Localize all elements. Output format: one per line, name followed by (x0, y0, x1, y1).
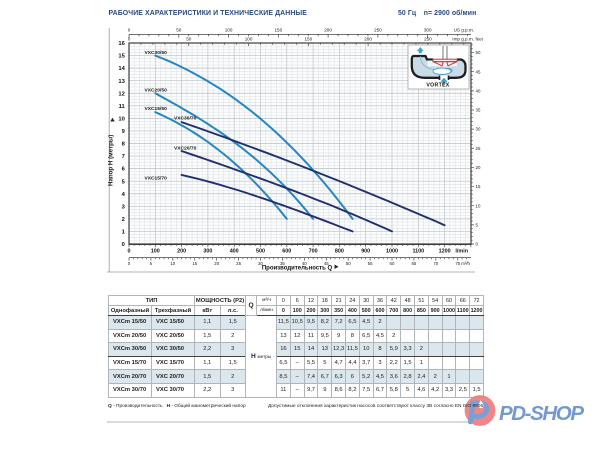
svg-text:45: 45 (476, 69, 481, 74)
svg-text:0: 0 (128, 261, 131, 266)
svg-text:60: 60 (390, 261, 395, 266)
svg-text:55: 55 (368, 261, 373, 266)
svg-text:600: 600 (282, 249, 291, 255)
svg-text:100: 100 (245, 37, 253, 42)
svg-text:400: 400 (230, 249, 239, 255)
svg-text:0: 0 (128, 28, 131, 33)
svg-text:0: 0 (128, 249, 131, 255)
svg-text:700: 700 (309, 249, 318, 255)
svg-text:45: 45 (324, 261, 329, 266)
svg-text:200: 200 (364, 37, 372, 42)
svg-text:50: 50 (176, 28, 182, 33)
svg-text:6: 6 (122, 167, 126, 173)
svg-text:900: 900 (361, 249, 370, 255)
svg-text:14: 14 (118, 66, 125, 72)
svg-text:70: 70 (433, 261, 438, 266)
svg-text:150: 150 (274, 28, 282, 33)
svg-text:50: 50 (476, 50, 481, 55)
svg-text:40: 40 (476, 88, 481, 93)
svg-text:15: 15 (192, 261, 197, 266)
svg-text:25: 25 (476, 146, 481, 151)
svg-text:VXC20/70: VXC20/70 (174, 146, 197, 152)
svg-text:1100: 1100 (412, 249, 424, 255)
svg-text:20: 20 (476, 165, 481, 170)
svg-text:7: 7 (122, 154, 125, 160)
svg-text:35: 35 (476, 108, 481, 113)
svg-text:10: 10 (170, 261, 175, 266)
svg-text:800: 800 (335, 249, 344, 255)
svg-text:150: 150 (304, 37, 312, 42)
svg-text:200: 200 (177, 249, 186, 255)
svg-text:3: 3 (122, 204, 126, 210)
svg-text:15: 15 (476, 184, 481, 189)
svg-text:500: 500 (256, 249, 265, 255)
svg-text:VXC30/50: VXC30/50 (145, 50, 168, 56)
svg-text:Напор Н (метры): Напор Н (метры) (108, 135, 115, 186)
svg-text:VXC15/50: VXC15/50 (145, 106, 168, 112)
svg-text:30: 30 (476, 127, 481, 132)
svg-text:11: 11 (119, 104, 126, 110)
svg-text:Производительность Q: Производительность Q (262, 266, 333, 272)
svg-text:0: 0 (476, 242, 479, 247)
svg-text:250: 250 (374, 28, 382, 33)
svg-text:9: 9 (122, 129, 126, 135)
svg-text:VXC15/70: VXC15/70 (145, 176, 168, 182)
svg-text:13: 13 (118, 79, 125, 85)
svg-text:1000: 1000 (386, 249, 398, 255)
svg-text:10: 10 (118, 117, 124, 123)
svg-text:30: 30 (258, 261, 263, 266)
svg-text:10: 10 (476, 203, 481, 208)
svg-text:Imp g.p.m.: Imp g.p.m. (452, 37, 474, 42)
svg-text:15: 15 (118, 54, 125, 60)
svg-text:0: 0 (122, 242, 125, 248)
svg-text:m³/h: m³/h (461, 261, 470, 266)
svg-text:50: 50 (346, 261, 351, 266)
svg-text:35: 35 (280, 261, 285, 266)
svg-text:VXC30/70: VXC30/70 (174, 116, 197, 122)
svg-text:8: 8 (122, 142, 126, 148)
svg-text:100: 100 (225, 28, 233, 33)
svg-text:VORTEX: VORTEX (426, 83, 449, 89)
svg-text:VXC20/50: VXC20/50 (145, 88, 168, 94)
svg-text:0: 0 (128, 37, 131, 42)
svg-text:2: 2 (122, 217, 125, 223)
svg-text:5: 5 (122, 179, 126, 185)
svg-text:1200: 1200 (439, 249, 451, 255)
svg-text:250: 250 (424, 37, 432, 42)
svg-text:12: 12 (118, 91, 124, 97)
svg-text:50: 50 (186, 37, 192, 42)
svg-text:300: 300 (424, 28, 432, 33)
svg-text:feet: feet (476, 37, 484, 42)
svg-text:4: 4 (122, 192, 126, 198)
svg-text:1: 1 (122, 230, 126, 236)
svg-text:20: 20 (214, 261, 219, 266)
svg-text:5: 5 (476, 223, 479, 228)
svg-text:US g.p.m.: US g.p.m. (454, 28, 474, 33)
svg-text:25: 25 (236, 261, 241, 266)
svg-text:5: 5 (150, 261, 153, 266)
svg-text:40: 40 (302, 261, 307, 266)
svg-text:100: 100 (151, 249, 160, 255)
svg-text:16: 16 (118, 41, 125, 47)
svg-text:75: 75 (455, 261, 460, 266)
svg-text:300: 300 (203, 249, 212, 255)
svg-text:200: 200 (324, 28, 332, 33)
svg-text:65: 65 (411, 261, 416, 266)
svg-text:l/min: l/min (455, 249, 468, 255)
